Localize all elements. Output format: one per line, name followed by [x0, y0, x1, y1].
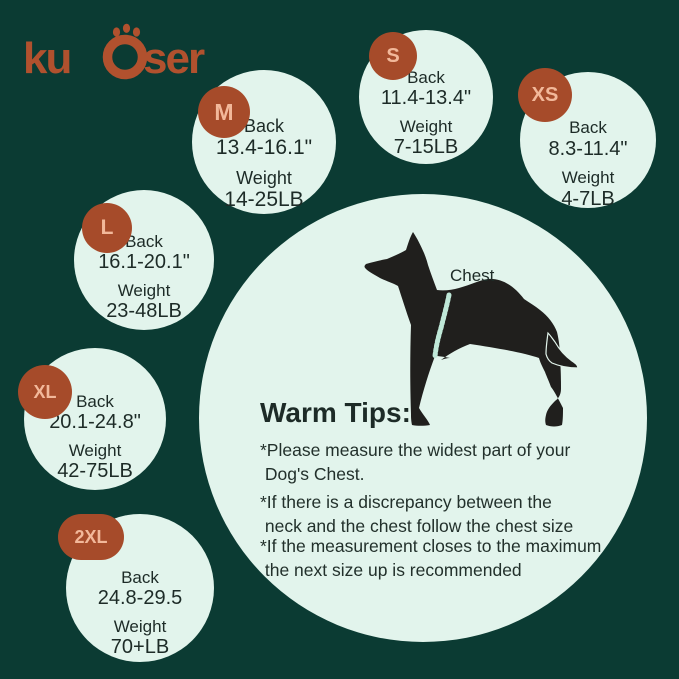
svg-text:ku: ku — [26, 34, 70, 83]
svg-text:ser: ser — [143, 34, 205, 83]
